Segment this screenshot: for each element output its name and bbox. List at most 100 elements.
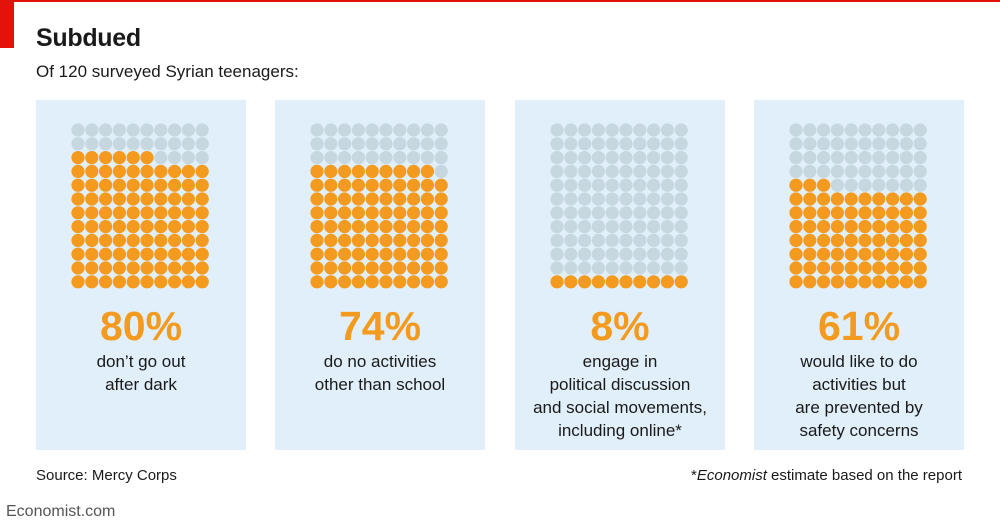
waffle-dot-filled <box>844 233 858 247</box>
waffle-dot-filled <box>379 261 393 275</box>
waffle-dot-filled <box>886 233 900 247</box>
waffle-dot-empty <box>674 164 688 178</box>
waffle-dot-empty <box>578 178 592 192</box>
waffle-dot-empty <box>858 151 872 165</box>
waffle-dot-empty <box>830 151 844 165</box>
waffle-dot-empty <box>564 261 578 275</box>
waffle-dot-filled <box>112 247 126 261</box>
waffle-dot-filled <box>140 206 154 220</box>
waffle-dot-filled <box>351 275 365 289</box>
waffle-dot-filled <box>154 233 168 247</box>
waffle-dot-filled <box>168 164 182 178</box>
waffle-dot-empty <box>858 137 872 151</box>
panel-description: do no activities other than school <box>275 350 485 396</box>
waffle-dot-filled <box>899 233 913 247</box>
waffle-dot-empty <box>85 123 99 137</box>
waffle-dot-filled <box>578 275 592 289</box>
waffle-dot-filled <box>830 192 844 206</box>
waffle-dot-filled <box>817 261 831 275</box>
waffle-dot-filled <box>886 206 900 220</box>
waffle-dot-filled <box>338 164 352 178</box>
waffle-dot-filled <box>817 233 831 247</box>
waffle-dot-empty <box>578 261 592 275</box>
waffle-dot-empty <box>351 123 365 137</box>
waffle-dot-filled <box>351 206 365 220</box>
waffle-dot-filled <box>140 192 154 206</box>
waffle-dot-filled <box>126 178 140 192</box>
waffle-dot-empty <box>420 137 434 151</box>
waffle-dot-filled <box>338 220 352 234</box>
waffle-grid <box>789 123 927 289</box>
waffle-dot-empty <box>605 178 619 192</box>
waffle-dot-filled <box>126 151 140 165</box>
waffle-dot-filled <box>365 206 379 220</box>
waffle-dot-empty <box>393 137 407 151</box>
waffle-dot-filled <box>154 275 168 289</box>
waffle-dot-filled <box>310 275 324 289</box>
waffle-dot-filled <box>913 261 927 275</box>
waffle-dot-filled <box>393 164 407 178</box>
waffle-dot-filled <box>420 206 434 220</box>
waffle-dot-filled <box>168 261 182 275</box>
waffle-dot-empty <box>605 261 619 275</box>
waffle-dot-empty <box>564 233 578 247</box>
waffle-dot-filled <box>393 192 407 206</box>
waffle-dot-filled <box>858 206 872 220</box>
waffle-dot-filled <box>789 206 803 220</box>
waffle-dot-empty <box>633 123 647 137</box>
waffle-dot-empty <box>886 151 900 165</box>
waffle-dot-filled <box>112 233 126 247</box>
waffle-dot-filled <box>434 275 448 289</box>
waffle-dot-empty <box>844 178 858 192</box>
waffle-dot-filled <box>99 151 113 165</box>
waffle-dot-filled <box>789 247 803 261</box>
waffle-dot-empty <box>619 123 633 137</box>
waffle-dot-empty <box>181 137 195 151</box>
waffle-dot-filled <box>85 151 99 165</box>
waffle-dot-filled <box>789 178 803 192</box>
waffle-dot-empty <box>789 164 803 178</box>
waffle-dot-empty <box>591 192 605 206</box>
waffle-dot-filled <box>195 164 209 178</box>
waffle-dot-empty <box>844 123 858 137</box>
waffle-dot-filled <box>434 261 448 275</box>
waffle-dot-filled <box>886 275 900 289</box>
waffle-dot-empty <box>393 123 407 137</box>
waffle-dot-filled <box>365 261 379 275</box>
waffle-dot-empty <box>619 137 633 151</box>
waffle-dot-filled <box>420 247 434 261</box>
waffle-dot-empty <box>324 151 338 165</box>
footnote: *Economist estimate based on the report <box>691 467 962 484</box>
waffle-dot-empty <box>619 206 633 220</box>
waffle-dot-filled <box>324 233 338 247</box>
waffle-dot-empty <box>379 123 393 137</box>
waffle-dot-filled <box>420 220 434 234</box>
waffle-dot-empty <box>591 137 605 151</box>
description-line: do no activities <box>323 352 437 371</box>
waffle-dot-empty <box>550 164 564 178</box>
waffle-dot-empty <box>619 178 633 192</box>
waffle-dot-empty <box>126 137 140 151</box>
waffle-dot-filled <box>434 178 448 192</box>
waffle-dot-empty <box>564 178 578 192</box>
waffle-dot-filled <box>99 275 113 289</box>
waffle-dot-filled <box>112 178 126 192</box>
waffle-dot-filled <box>126 164 140 178</box>
waffle-dot-filled <box>154 247 168 261</box>
waffle-dot-empty <box>578 151 592 165</box>
waffle-dot-empty <box>365 151 379 165</box>
waffle-dot-empty <box>591 261 605 275</box>
waffle-grid <box>71 123 209 289</box>
waffle-dot-empty <box>550 192 564 206</box>
waffle-dot-empty <box>154 151 168 165</box>
waffle-dot-filled <box>195 178 209 192</box>
waffle-dot-empty <box>830 178 844 192</box>
waffle-dot-empty <box>591 220 605 234</box>
waffle-dot-filled <box>393 206 407 220</box>
panel-description: don’t go out after dark <box>36 350 246 396</box>
waffle-dot-filled <box>195 206 209 220</box>
waffle-dot-filled <box>338 206 352 220</box>
waffle-dot-filled <box>126 275 140 289</box>
waffle-dot-empty <box>140 123 154 137</box>
waffle-dot-empty <box>674 178 688 192</box>
